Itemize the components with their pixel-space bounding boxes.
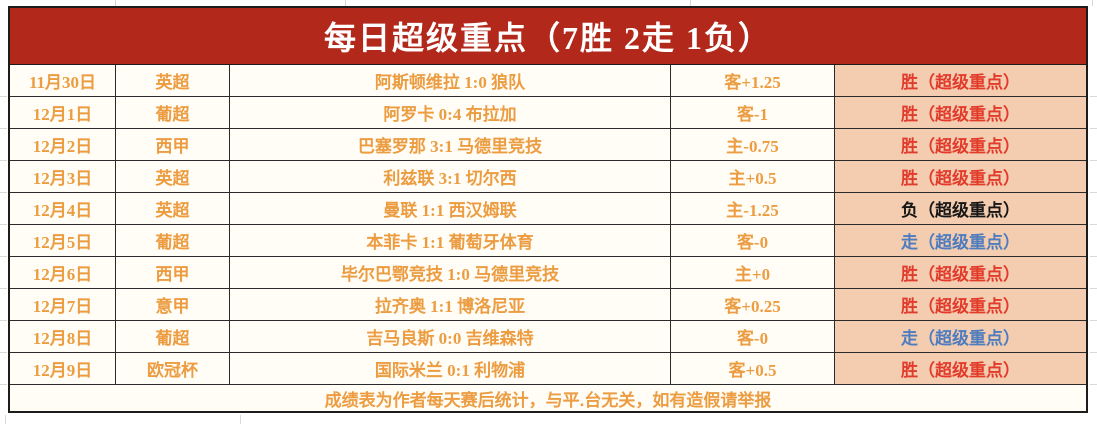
date-cell: 12月4日 (10, 193, 116, 224)
gridline (1090, 65, 1097, 385)
league-cell: 葡超 (116, 225, 230, 256)
match-cell: 吉马良斯 0:0 吉维森特 (230, 321, 671, 352)
date-cell: 12月7日 (10, 289, 116, 320)
match-cell: 阿罗卡 0:4 布拉加 (230, 97, 671, 128)
gridline (0, 65, 7, 385)
date-cell: 12月5日 (10, 225, 116, 256)
table-row: 12月1日 葡超 阿罗卡 0:4 布拉加 客-1 胜（超级重点） (10, 97, 1086, 129)
gridline (240, 415, 241, 424)
table-row: 12月9日 欧冠杯 国际米兰 0:1 利物浦 客+0.5 胜（超级重点） (10, 353, 1086, 385)
footer-note: 成绩表为作者每天赛后统计，与平.台无关，如有造假请举报 (10, 385, 1086, 411)
results-table: 每日超级重点（7胜 2走 1负） 11月30日 英超 阿斯顿维拉 1:0 狼队 … (8, 6, 1088, 413)
result-cell: 胜（超级重点） (835, 129, 1086, 160)
handicap-cell: 客+0.5 (671, 353, 835, 384)
handicap-cell: 主+0.5 (671, 161, 835, 192)
table-row: 12月7日 意甲 拉齐奥 1:1 博洛尼亚 客+0.25 胜（超级重点） (10, 289, 1086, 321)
match-cell: 利兹联 3:1 切尔西 (230, 161, 671, 192)
league-cell: 英超 (116, 65, 230, 96)
results-rows: 11月30日 英超 阿斯顿维拉 1:0 狼队 客+1.25 胜（超级重点） 12… (10, 65, 1086, 385)
match-cell: 国际米兰 0:1 利物浦 (230, 353, 671, 384)
league-cell: 葡超 (116, 321, 230, 352)
match-cell: 拉齐奥 1:1 博洛尼亚 (230, 289, 671, 320)
league-cell: 西甲 (116, 129, 230, 160)
date-cell: 12月3日 (10, 161, 116, 192)
handicap-cell: 主-0.75 (671, 129, 835, 160)
date-cell: 12月9日 (10, 353, 116, 384)
table-row: 12月8日 葡超 吉马良斯 0:0 吉维森特 客-0 走（超级重点） (10, 321, 1086, 353)
league-cell: 英超 (116, 193, 230, 224)
match-cell: 本菲卡 1:1 葡萄牙体育 (230, 225, 671, 256)
footer-note-text: 成绩表为作者每天赛后统计，与平.台无关，如有造假请举报 (324, 390, 772, 410)
league-cell: 西甲 (116, 257, 230, 288)
result-cell: 胜（超级重点） (835, 161, 1086, 192)
handicap-cell: 主+0 (671, 257, 835, 288)
result-cell: 胜（超级重点） (835, 65, 1086, 96)
match-cell: 阿斯顿维拉 1:0 狼队 (230, 65, 671, 96)
handicap-cell: 客-0 (671, 225, 835, 256)
date-cell: 12月1日 (10, 97, 116, 128)
date-cell: 12月8日 (10, 321, 116, 352)
result-cell: 胜（超级重点） (835, 289, 1086, 320)
handicap-cell: 主-1.25 (671, 193, 835, 224)
handicap-cell: 客-0 (671, 321, 835, 352)
result-cell: 胜（超级重点） (835, 97, 1086, 128)
handicap-cell: 客+0.25 (671, 289, 835, 320)
handicap-cell: 客-1 (671, 97, 835, 128)
gridline (115, 0, 116, 6)
table-row: 12月2日 西甲 巴塞罗那 3:1 马德里竞技 主-0.75 胜（超级重点） (10, 129, 1086, 161)
match-cell: 曼联 1:1 西汉姆联 (230, 193, 671, 224)
title-banner: 每日超级重点（7胜 2走 1负） (10, 8, 1086, 65)
table-title: 每日超级重点（7胜 2走 1负） (323, 20, 772, 56)
result-cell: 走（超级重点） (835, 225, 1086, 256)
league-cell: 欧冠杯 (116, 353, 230, 384)
result-cell: 胜（超级重点） (835, 257, 1086, 288)
table-row: 12月4日 英超 曼联 1:1 西汉姆联 主-1.25 负（超级重点） (10, 193, 1086, 225)
table-row: 12月6日 西甲 毕尔巴鄂竞技 1:0 马德里竞技 主+0 胜（超级重点） (10, 257, 1086, 289)
result-cell: 负（超级重点） (835, 193, 1086, 224)
date-cell: 12月6日 (10, 257, 116, 288)
table-row: 12月5日 葡超 本菲卡 1:1 葡萄牙体育 客-0 走（超级重点） (10, 225, 1086, 257)
table-row: 11月30日 英超 阿斯顿维拉 1:0 狼队 客+1.25 胜（超级重点） (10, 65, 1086, 97)
handicap-cell: 客+1.25 (671, 65, 835, 96)
gridline (1092, 0, 1093, 6)
date-cell: 12月2日 (10, 129, 116, 160)
league-cell: 意甲 (116, 289, 230, 320)
match-cell: 巴塞罗那 3:1 马德里竞技 (230, 129, 671, 160)
gridline (345, 0, 346, 6)
league-cell: 葡超 (116, 97, 230, 128)
gridline (690, 0, 691, 6)
match-cell: 毕尔巴鄂竞技 1:0 马德里竞技 (230, 257, 671, 288)
result-cell: 胜（超级重点） (835, 353, 1086, 384)
date-cell: 11月30日 (10, 65, 116, 96)
league-cell: 英超 (116, 161, 230, 192)
table-row: 12月3日 英超 利兹联 3:1 切尔西 主+0.5 胜（超级重点） (10, 161, 1086, 193)
gridline (5, 415, 6, 424)
result-cell: 走（超级重点） (835, 321, 1086, 352)
